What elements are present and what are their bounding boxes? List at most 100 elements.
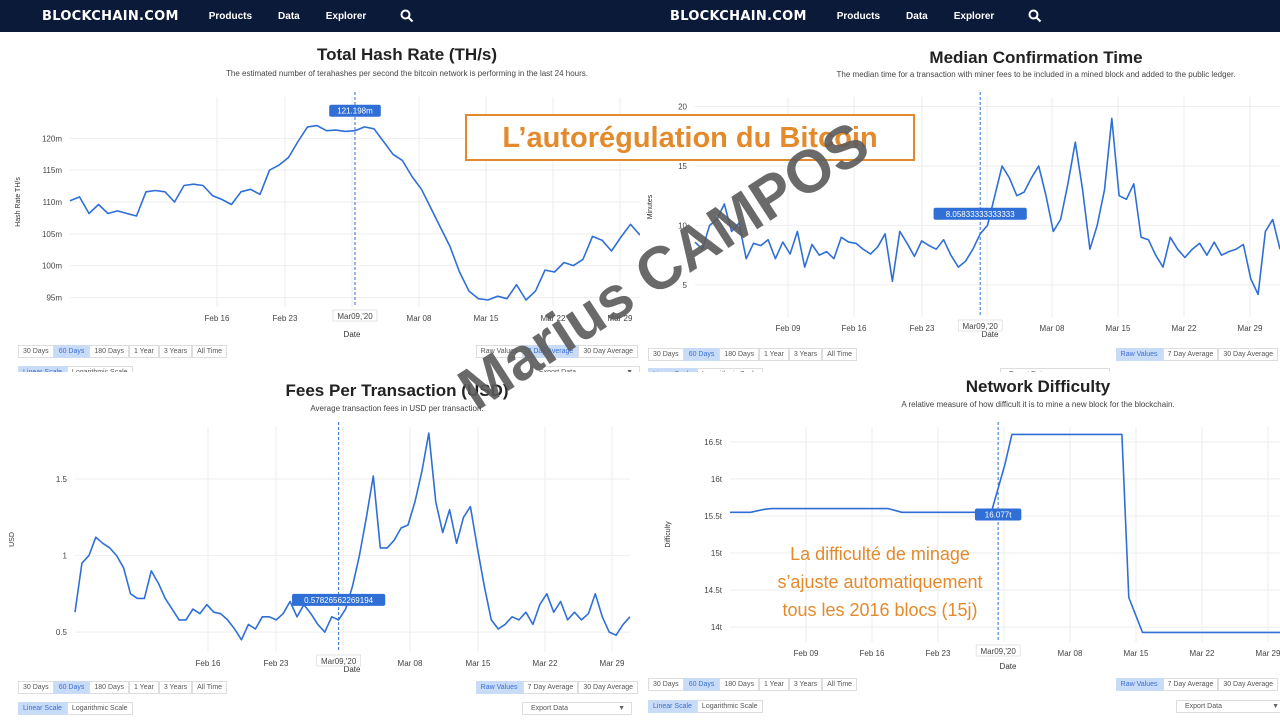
scale-button[interactable]: Logarithmic Scale <box>66 702 133 715</box>
average-buttons: Raw Values 7 Day Average 30 Day Average <box>475 681 638 694</box>
average-button[interactable]: Raw Values <box>475 345 523 358</box>
range-button[interactable]: 30 Days <box>18 681 54 694</box>
x-tick-label: Mar 15 <box>466 659 491 668</box>
chart-svg: Network Difficulty A relative measure of … <box>665 377 1280 671</box>
x-tick-label: Feb 16 <box>860 649 885 658</box>
tooltip-date: Mar09,'20 <box>963 322 999 331</box>
range-button[interactable]: 60 Days <box>683 348 720 361</box>
nav-data[interactable]: Data <box>278 10 300 22</box>
average-button[interactable]: Raw Values <box>1115 348 1163 361</box>
x-axis-label: Date <box>344 330 361 339</box>
x-tick-label: Mar 22 <box>1190 649 1215 658</box>
range-button[interactable]: 30 Days <box>648 678 684 691</box>
average-button[interactable]: 30 Day Average <box>578 345 638 358</box>
y-tick-label: 0.5 <box>56 628 68 637</box>
range-button[interactable]: 60 Days <box>53 345 90 358</box>
y-tick-label: 120m <box>42 134 62 143</box>
range-button[interactable]: 3 Years <box>788 678 823 691</box>
tooltip-date: Mar09,'20 <box>337 312 373 321</box>
range-button[interactable]: 180 Days <box>719 348 759 361</box>
x-axis-label: Date <box>344 665 361 674</box>
nav-explorer[interactable]: Explorer <box>325 10 367 22</box>
search-icon[interactable] <box>400 9 414 23</box>
x-tick-label: Feb 23 <box>273 314 298 323</box>
average-button[interactable]: Raw Values <box>475 681 523 694</box>
tooltip-box <box>974 508 1022 521</box>
x-tick-label: Mar 22 <box>533 659 558 668</box>
average-button[interactable]: 30 Day Average <box>578 681 638 694</box>
average-button[interactable]: 7 Day Average <box>522 345 579 358</box>
tooltip-value: 8.05833333333333 <box>946 210 1016 219</box>
range-button[interactable]: 180 Days <box>89 681 129 694</box>
date-badge <box>332 309 378 322</box>
x-tick-label: Mar 08 <box>1040 324 1065 333</box>
x-tick-label: Mar 08 <box>407 314 432 323</box>
range-buttons: 30 Days 60 Days 180 Days 1 Year 3 Years All T… <box>648 678 858 691</box>
range-button[interactable]: 3 Years <box>158 681 193 694</box>
average-button[interactable]: Raw Values <box>1115 678 1163 691</box>
nav-products[interactable]: Products <box>208 10 253 22</box>
chart-title: Median Confirmation Time <box>929 48 1142 67</box>
range-button[interactable]: All Time <box>822 678 858 691</box>
series-line <box>69 124 640 301</box>
range-button[interactable]: All Time <box>192 345 228 358</box>
export-data-select[interactable]: Export Data ▼ <box>1176 700 1280 713</box>
x-tick-label: Feb 16 <box>842 324 867 333</box>
average-button[interactable]: 30 Day Average <box>1218 678 1278 691</box>
average-buttons: Raw Values 7 Day Average 30 Day Average <box>1115 678 1278 691</box>
range-button[interactable]: 3 Years <box>788 348 823 361</box>
search-icon[interactable] <box>1028 9 1042 23</box>
average-button[interactable]: 7 Day Average <box>1162 678 1219 691</box>
tooltip-date: Mar09,'20 <box>980 647 1016 656</box>
tooltip-box <box>292 593 386 606</box>
chart-title: Total Hash Rate (TH/s) <box>317 45 497 64</box>
date-badge <box>316 654 361 667</box>
scale-button[interactable]: Linear Scale <box>18 702 67 715</box>
x-tick-label: Mar 15 <box>1124 649 1149 658</box>
range-button[interactable]: 180 Days <box>719 678 759 691</box>
export-data-select[interactable]: Export Data ▼ <box>522 702 632 715</box>
range-button[interactable]: 30 Days <box>18 345 54 358</box>
range-button[interactable]: 1 Year <box>128 345 159 358</box>
y-tick-label: 95m <box>46 293 62 302</box>
range-button[interactable]: All Time <box>822 348 858 361</box>
navbar-left: BLOCKCHAIN.COM Products Data Explorer <box>0 0 640 32</box>
y-tick-label: 105m <box>42 230 62 239</box>
chart-subtitle: Average transaction fees in USD per tran… <box>310 404 483 413</box>
date-badge <box>957 319 1003 332</box>
y-tick-label: 115m <box>43 166 63 175</box>
average-button[interactable]: 7 Day Average <box>522 681 579 694</box>
average-buttons: Raw Values 7 Day Average 30 Day Average <box>1115 348 1278 361</box>
range-button[interactable]: 3 Years <box>158 345 193 358</box>
x-tick-label: Feb 09 <box>776 324 801 333</box>
y-tick-label: 16t <box>711 475 723 484</box>
chevron-down-icon: ▼ <box>618 705 625 712</box>
scale-button[interactable]: Linear Scale <box>648 700 697 713</box>
logo[interactable]: BLOCKCHAIN.COM <box>670 8 807 24</box>
x-axis-label: Date <box>982 330 999 339</box>
y-tick-label: 14t <box>711 623 723 632</box>
nav-data[interactable]: Data <box>906 10 928 22</box>
tooltip-value: 121.198m <box>337 107 373 116</box>
range-button[interactable]: 1 Year <box>128 681 159 694</box>
average-button[interactable]: 7 Day Average <box>1162 348 1219 361</box>
y-axis-label: USD <box>9 532 16 547</box>
series-line <box>694 117 1280 296</box>
range-button[interactable]: 1 Year <box>758 678 789 691</box>
range-button[interactable]: 60 Days <box>683 678 720 691</box>
x-tick-label: Mar 29 <box>1256 649 1280 658</box>
chart-title: Network Difficulty <box>966 377 1111 396</box>
range-button[interactable]: 180 Days <box>89 345 129 358</box>
average-button[interactable]: 30 Day Average <box>1218 348 1278 361</box>
nav-products[interactable]: Products <box>836 10 881 22</box>
range-button[interactable]: 30 Days <box>648 348 684 361</box>
range-button[interactable]: 60 Days <box>53 681 90 694</box>
range-button[interactable]: 1 Year <box>758 348 789 361</box>
nav-explorer[interactable]: Explorer <box>953 10 995 22</box>
logo[interactable]: BLOCKCHAIN.COM <box>42 8 179 24</box>
tooltip-value: 16.077t <box>985 511 1012 520</box>
navbar-right: BLOCKCHAIN.COM Products Data Explorer <box>640 0 1280 32</box>
tooltip-value: 0.57826562269194 <box>304 596 374 605</box>
scale-button[interactable]: Logarithmic Scale <box>696 700 763 713</box>
range-button[interactable]: All Time <box>192 681 228 694</box>
